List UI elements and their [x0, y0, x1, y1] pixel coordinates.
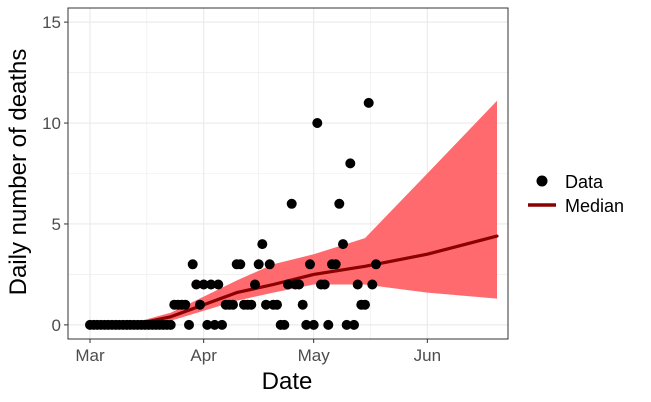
panel-border — [67, 7, 509, 340]
data-point — [349, 319, 359, 330]
x-tick-label: Jun — [414, 346, 441, 365]
legend-label-data: Data — [565, 172, 604, 192]
y-tick-label: 0 — [52, 316, 61, 335]
data-point — [338, 239, 348, 250]
legend-point-symbol — [536, 175, 548, 187]
data-point — [250, 279, 260, 290]
x-tick-label: May — [298, 346, 331, 365]
x-tick-label: Mar — [75, 346, 105, 365]
data-point — [206, 279, 216, 290]
data-point — [345, 158, 356, 169]
data-point — [195, 299, 205, 310]
credible-band — [90, 100, 497, 325]
data-point — [341, 319, 352, 330]
data-point — [371, 259, 381, 270]
data-point — [257, 239, 268, 250]
data-point — [198, 279, 209, 290]
data-point — [367, 279, 378, 290]
data-point — [323, 319, 334, 330]
data-point — [360, 299, 370, 310]
data-points — [85, 97, 381, 330]
data-point — [246, 299, 257, 310]
data-point — [209, 319, 220, 330]
data-point — [308, 319, 319, 330]
data-point — [187, 259, 198, 270]
data-point — [165, 319, 176, 330]
data-point — [319, 279, 330, 290]
data-point — [228, 299, 238, 310]
data-point — [352, 279, 363, 290]
data-point — [264, 259, 275, 270]
data-point — [253, 259, 264, 270]
x-axis-title: Date — [262, 368, 313, 395]
data-point — [217, 319, 227, 330]
data-point — [283, 279, 293, 290]
data-point — [235, 259, 246, 270]
data-point — [279, 319, 290, 330]
legend-label-median: Median — [565, 196, 624, 216]
y-axis-title: Daily number of deaths — [5, 49, 32, 296]
x-axis-ticks: Mar Apr May Jun — [75, 339, 441, 365]
data-point — [180, 299, 191, 310]
data-point — [213, 279, 224, 290]
legend: Data Median — [528, 172, 624, 216]
y-axis-ticks: 0 5 10 15 — [42, 13, 68, 335]
data-point — [363, 97, 374, 108]
credible-band-area — [90, 100, 497, 325]
data-point — [312, 118, 323, 128]
y-tick-label: 15 — [42, 13, 61, 32]
data-point — [330, 259, 341, 270]
data-point — [294, 279, 304, 290]
data-point — [305, 259, 315, 270]
data-point — [286, 198, 297, 209]
y-tick-label: 5 — [52, 215, 61, 234]
panel-border-rect — [67, 7, 509, 340]
data-point — [191, 279, 202, 290]
data-point — [261, 299, 271, 310]
x-tick-label: Apr — [190, 346, 217, 365]
data-point — [202, 319, 213, 330]
data-point — [184, 319, 194, 330]
data-point — [297, 299, 308, 310]
data-point — [301, 319, 312, 330]
data-point — [334, 198, 345, 209]
data-point — [272, 299, 282, 310]
y-tick-label: 10 — [42, 114, 61, 133]
